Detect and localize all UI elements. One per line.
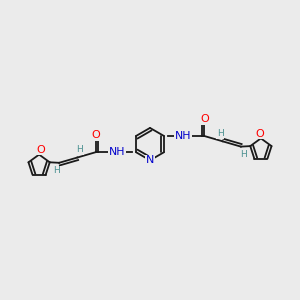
- Text: O: O: [255, 129, 264, 139]
- Text: H: H: [76, 146, 83, 154]
- Text: H: H: [217, 129, 224, 138]
- Text: H: H: [53, 166, 60, 175]
- Text: N: N: [146, 155, 154, 165]
- Text: O: O: [36, 145, 45, 155]
- Text: H: H: [240, 150, 247, 159]
- Text: O: O: [200, 114, 209, 124]
- Text: NH: NH: [175, 131, 191, 141]
- Text: O: O: [91, 130, 100, 140]
- Text: NH: NH: [109, 147, 125, 157]
